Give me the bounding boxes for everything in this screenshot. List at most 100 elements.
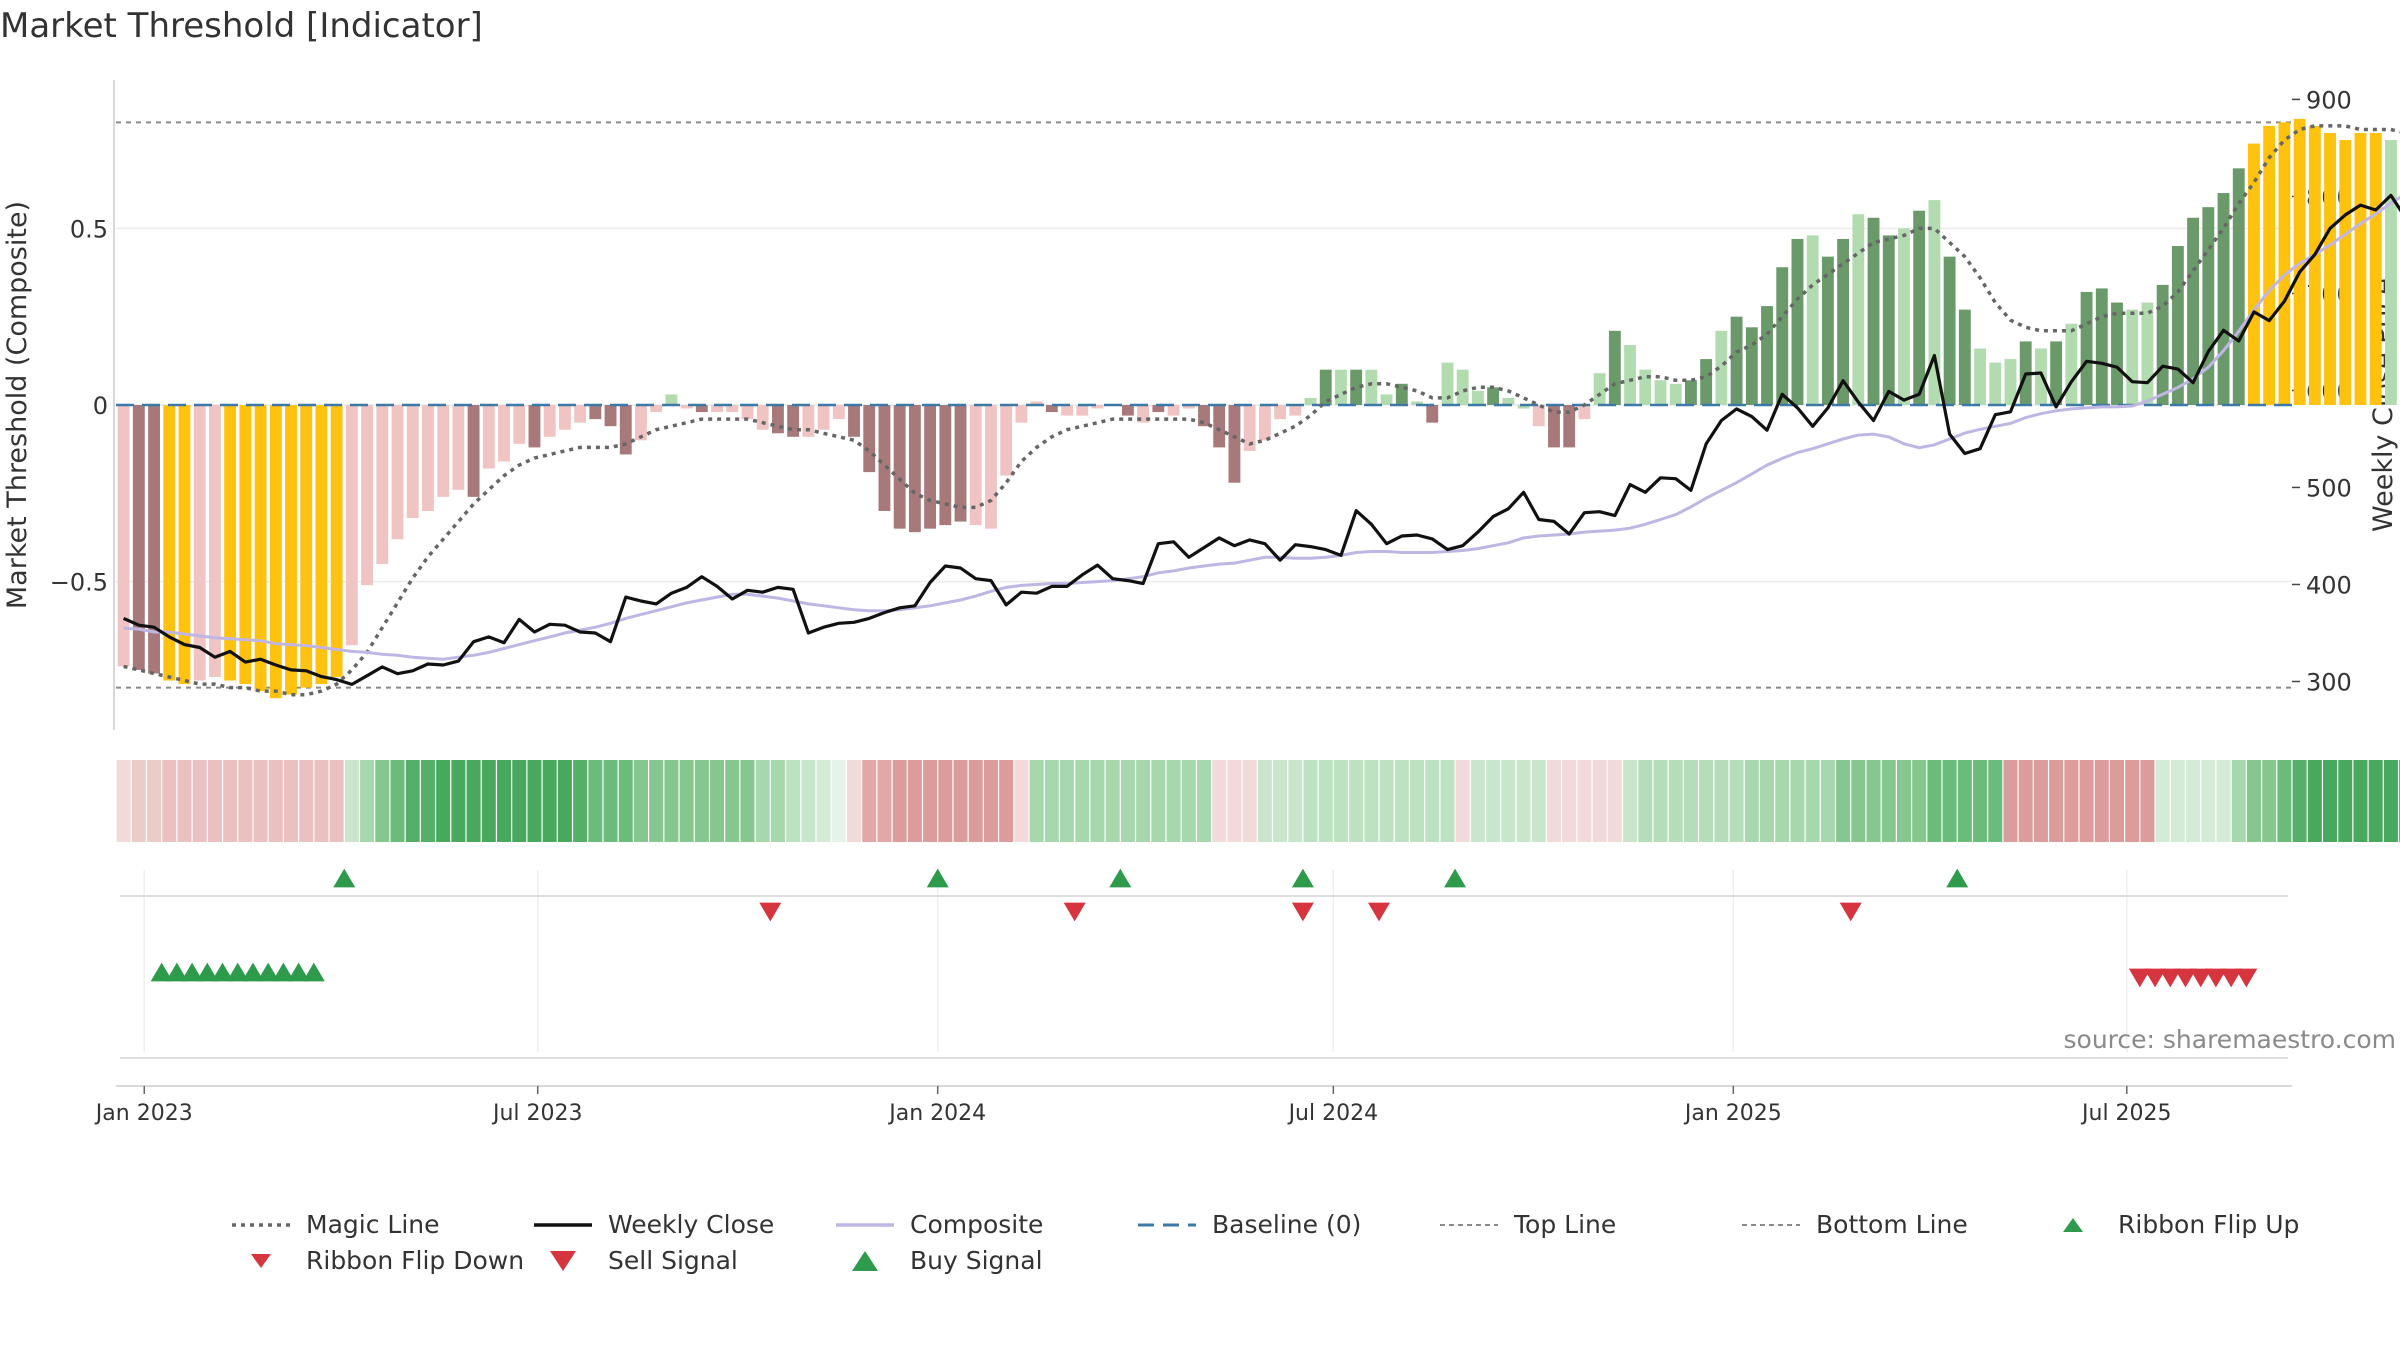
ribbon-cell [2033, 760, 2048, 842]
ribbon-cell [1364, 760, 1379, 842]
composite-bar [878, 405, 891, 511]
composite-bar [1137, 405, 1150, 423]
composite-bar [1639, 369, 1652, 405]
legend-label: Ribbon Flip Up [2118, 1210, 2300, 1239]
ribbon-cell [1851, 760, 1866, 842]
ribbon-cell [1516, 760, 1531, 842]
composite-bar [1426, 405, 1439, 423]
x-tick-label: Jul 2025 [2080, 1101, 2172, 1126]
composite-bar [1624, 344, 1637, 405]
legend-swatch [834, 1249, 896, 1273]
composite-bar [1715, 330, 1728, 405]
ribbon-cell [1501, 760, 1516, 842]
ribbon-cell [953, 760, 968, 842]
ribbon-cell [1151, 760, 1166, 842]
ribbon-cell [1957, 760, 1972, 842]
composite-bar [711, 405, 723, 413]
ribbon-cell [131, 760, 146, 842]
ribbon-cell [2201, 760, 2216, 842]
ribbon-cell [497, 760, 512, 842]
composite-bar [422, 405, 434, 511]
legend-item: Buy Signal [834, 1246, 1043, 1275]
composite-bar [2384, 140, 2397, 406]
composite-bar [1502, 397, 1515, 405]
x-tick-label: Jul 2024 [1287, 1101, 1379, 1126]
ribbon-cell [1623, 760, 1638, 842]
legend-swatch [1136, 1213, 1198, 1237]
ribbon-cell [1927, 760, 1942, 842]
composite-bar [1608, 330, 1621, 405]
buy-signal-marker [272, 962, 295, 982]
ribbon-flip-up-marker [1946, 868, 1969, 888]
ribbon-cell [938, 760, 953, 842]
sell-signal-marker [2189, 968, 2212, 988]
ribbon-cell [1090, 760, 1105, 842]
ribbon-cell [1638, 760, 1653, 842]
composite-bar [1411, 401, 1423, 405]
composite-bar [482, 405, 495, 469]
ribbon-cell [1075, 760, 1090, 842]
composite-bar [300, 405, 313, 688]
legend-item: Magic Line [230, 1210, 440, 1239]
composite-bar [604, 405, 617, 427]
legend-item: Top Line [1438, 1210, 1616, 1239]
buy-signal-marker [302, 962, 325, 982]
composite-bar [2324, 132, 2336, 406]
composite-bar [1076, 405, 1089, 416]
composite-bar [1319, 369, 1332, 405]
ribbon-cell [1577, 760, 1592, 842]
weekly-close-line [122, 193, 2400, 686]
right-tick-label: 300 [2306, 668, 2352, 696]
ribbon-flip-up-marker [1291, 868, 1314, 888]
ribbon-cell [2338, 760, 2353, 842]
ribbon-flip-down-marker [1063, 902, 1086, 922]
ribbon-cell [1942, 760, 1957, 842]
ribbon-flip-down-marker [1367, 902, 1390, 922]
ribbon-cell [664, 760, 679, 842]
composite-bar [1928, 200, 1941, 405]
ribbon-cell [847, 760, 862, 842]
ribbon-cell [983, 760, 998, 842]
right-tick-label: 400 [2306, 571, 2352, 599]
sell-signal-marker [2204, 968, 2227, 988]
ribbon-cell [2262, 760, 2277, 842]
composite-bar [1274, 405, 1287, 420]
buy-signal-marker [181, 962, 204, 982]
legend-swatch [834, 1213, 896, 1237]
composite-bar [893, 405, 906, 529]
composite-bar [2050, 341, 2063, 405]
ribbon-cell [1455, 760, 1470, 842]
composite-bar [254, 405, 267, 692]
composite-bar [969, 405, 982, 526]
left-tick-label: 0.5 [70, 215, 108, 243]
composite-bar [1243, 405, 1256, 451]
composite-bar [2126, 309, 2139, 405]
composite-bar [1685, 380, 1697, 405]
composite-bar [1395, 383, 1408, 405]
sell-signal-marker [2235, 968, 2258, 988]
legend-item: Weekly Close [532, 1210, 774, 1239]
composite-bar [2095, 288, 2108, 405]
magic-line [123, 124, 2400, 697]
ribbon-cell [390, 760, 405, 842]
ribbon-cell [1790, 760, 1805, 842]
ribbon-cell [116, 760, 131, 842]
legend-swatch [2042, 1213, 2104, 1237]
ribbon-cell [147, 760, 162, 842]
composite-bar [467, 405, 480, 497]
ribbon-cell [527, 760, 542, 842]
composite-bar [1289, 405, 1302, 416]
ribbon-cell [1120, 760, 1135, 842]
sell-signal-marker [2144, 968, 2167, 988]
composite-bar [1867, 217, 1880, 405]
ribbon-cell [877, 760, 892, 842]
sell-signal-marker [2220, 968, 2243, 988]
ribbon-cell [1683, 760, 1698, 842]
composite-bar [1304, 397, 1317, 405]
buy-signal-marker [196, 962, 219, 982]
composite-bar [498, 405, 510, 462]
composite-bar [726, 405, 739, 413]
ribbon-cell [2292, 760, 2307, 842]
ribbon-cell [329, 760, 344, 842]
ribbon-cell [238, 760, 253, 842]
